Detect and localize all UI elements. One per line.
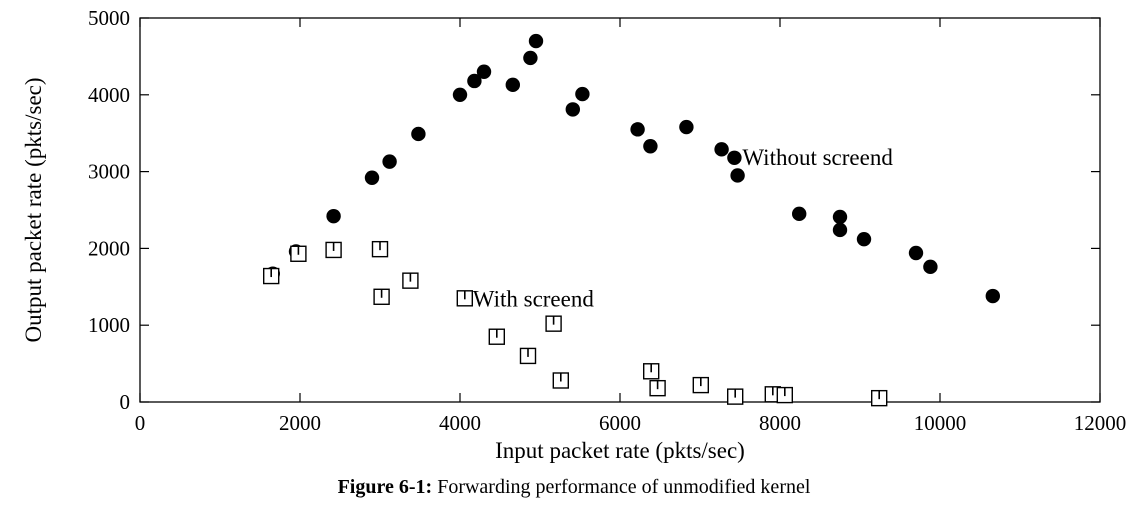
data-point [519,347,537,365]
series-with-screend [263,240,888,407]
x-tick-label: 0 [135,411,146,435]
series-annotations: Without screend With screend [473,145,894,311]
data-point [714,142,729,157]
data-point [575,86,590,102]
data-point [325,241,342,259]
y-tick-label: 0 [120,390,131,414]
y-tick-label: 3000 [88,160,130,184]
data-point [467,73,482,89]
data-point [871,389,888,407]
data-point [373,288,390,305]
data-point [643,139,658,154]
data-point [523,50,538,66]
x-tick-label: 6000 [599,411,641,435]
data-points [263,33,1000,407]
data-point [326,208,341,224]
y-tick-label: 4000 [88,83,130,107]
data-point [528,33,544,49]
y-axis-ticks: 0 1000 2000 3000 4000 5000 [88,6,1100,414]
x-axis-ticks: 0 2000 4000 6000 8000 10000 12000 [135,18,1127,435]
data-point [545,315,562,332]
x-tick-label: 10000 [914,411,967,435]
data-point [856,231,872,247]
data-point [692,376,709,394]
caption-text: Forwarding performance of unmodified ker… [437,476,811,498]
figure-caption: Figure 6-1: Forwarding performance of un… [0,476,1148,499]
series-annotation: Without screend [742,145,893,170]
caption-number: Figure 6-1: [337,476,433,498]
y-tick-label: 2000 [88,236,130,260]
data-point [371,240,389,258]
data-point [908,245,924,261]
data-point [552,372,569,389]
data-point [727,150,742,165]
data-point [290,245,307,262]
plot-frame [139,17,1101,403]
data-point [402,272,419,289]
data-point [452,87,468,103]
data-point [476,64,492,79]
data-point [730,168,745,183]
x-tick-label: 12000 [1074,411,1127,435]
data-point [382,154,397,169]
x-tick-label: 4000 [439,411,481,435]
x-tick-label: 2000 [279,411,321,435]
data-point [832,222,848,238]
y-axis-title: Output packet rate (pkts/sec) [21,77,46,342]
scatter-chart: 0 2000 4000 6000 8000 10000 12000 0 1000 2000 300… [21,6,1127,463]
data-point [263,267,280,285]
plot-border [139,17,1101,403]
data-point [565,102,580,117]
data-point [643,363,660,380]
data-point [832,209,848,225]
data-point [649,379,666,397]
series-annotation: With screend [473,286,595,311]
data-point [505,77,520,93]
data-point [923,259,938,275]
data-point [776,386,793,404]
x-axis-title: Input packet rate (pkts/sec) [495,438,745,463]
x-tick-label: 8000 [759,411,801,435]
data-point [727,388,744,405]
data-point [985,288,1000,304]
data-point [630,122,645,137]
y-tick-label: 5000 [88,6,130,30]
data-point [488,328,505,345]
data-point [456,290,473,307]
data-point [792,206,807,222]
data-point [364,170,380,185]
data-point [411,126,426,142]
data-point [679,119,694,135]
y-tick-label: 1000 [88,313,130,337]
